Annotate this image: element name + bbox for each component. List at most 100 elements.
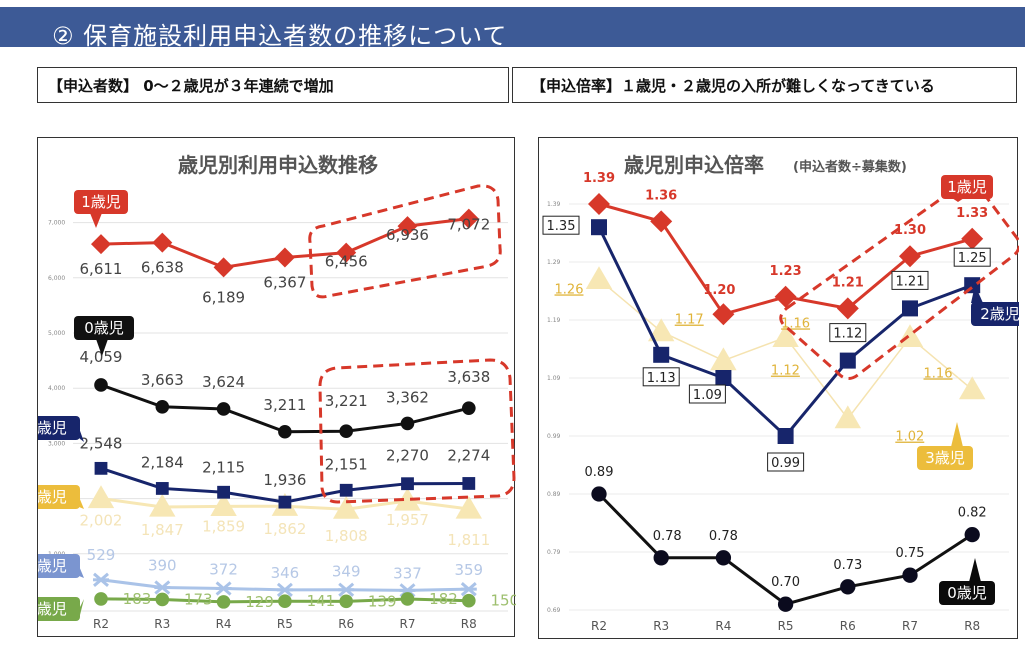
data-point xyxy=(772,324,799,347)
data-point xyxy=(216,402,231,416)
series-tag-2yr: 2歳児 xyxy=(980,305,1019,323)
series-tag-1yr-pointer xyxy=(952,198,964,202)
data-label: 1.21 xyxy=(832,275,864,290)
data-label: 346 xyxy=(271,564,300,582)
data-point xyxy=(155,482,169,495)
data-label: 6,456 xyxy=(325,253,368,271)
y-tick-label: 4,000 xyxy=(48,385,65,392)
ratio-chart: 歳児別申込倍率 (申込者数÷募集数) 0.69 0.79 0.89 0.99 1.09 1.1… xyxy=(542,153,1019,633)
data-point xyxy=(774,285,797,308)
data-label: 141 xyxy=(307,592,336,610)
series-tag-2yr-pointer xyxy=(971,285,983,303)
data-label: 3,663 xyxy=(141,371,184,389)
data-label: 1,808 xyxy=(325,527,368,545)
y-tick-label: 0.99 xyxy=(547,433,561,440)
data-label: 183 xyxy=(123,590,152,608)
data-label: 173 xyxy=(184,590,213,608)
data-label: 1.33 xyxy=(956,206,988,221)
series-tag-4yr: 4歳児 xyxy=(38,557,67,575)
data-label-box xyxy=(953,247,991,267)
x-tick-label: R3 xyxy=(653,619,669,633)
data-point xyxy=(278,594,292,609)
data-label: 349 xyxy=(332,563,361,581)
x-tick-label: R7 xyxy=(400,617,416,631)
applicants-chart: 歳児別利用申込数推移1,0002,0003,0004,0005,0006,000… xyxy=(38,153,516,631)
data-point xyxy=(462,477,476,490)
data-point xyxy=(715,550,732,566)
data-label: 150 xyxy=(490,592,516,610)
y-tick-label: 1.19 xyxy=(547,317,561,324)
y-tick-label: 5,000 xyxy=(48,330,65,337)
data-point xyxy=(462,593,476,608)
data-label: 2,270 xyxy=(386,447,429,465)
series-tag-3yr: 3歳児 xyxy=(38,488,67,506)
chart-subtitle: (申込者数÷募集数) xyxy=(793,159,907,175)
data-label: 359 xyxy=(454,561,483,579)
data-point xyxy=(648,318,675,342)
data-label: 1.39 xyxy=(583,171,615,186)
data-label: 1.17 xyxy=(675,313,704,328)
data-label-box xyxy=(767,452,805,472)
x-tick-label: R2 xyxy=(591,619,607,633)
series-tag-0yr: 0歳児 xyxy=(947,584,987,602)
data-point xyxy=(588,193,610,215)
x-tick-label: R4 xyxy=(216,617,232,631)
data-point xyxy=(836,297,859,320)
ratio-chart-panel: 歳児別申込倍率 (申込者数÷募集数) 0.69 0.79 0.89 0.99 1.09 1.1… xyxy=(538,137,1019,639)
highlight-box-1yr xyxy=(308,184,502,299)
series-tag-0yr-bg xyxy=(74,316,134,340)
x-tick-label: R3 xyxy=(154,617,170,631)
data-label: 1,957 xyxy=(386,511,429,529)
data-point xyxy=(339,483,353,497)
data-label-box xyxy=(891,270,929,290)
data-label: 1,859 xyxy=(202,517,245,535)
x-tick-label: R7 xyxy=(902,619,918,633)
data-label: 0.99 xyxy=(771,456,800,471)
series-tag-2yr-bg xyxy=(38,416,80,440)
data-point xyxy=(964,526,980,543)
data-label: 2,274 xyxy=(447,446,490,464)
data-label: 129 xyxy=(245,593,274,611)
data-point xyxy=(777,596,794,612)
data-label: 2,002 xyxy=(80,511,123,529)
data-label-box xyxy=(542,215,580,235)
data-label: 1.21 xyxy=(896,274,925,289)
data-label: 1.25 xyxy=(958,251,987,266)
data-label-box xyxy=(829,323,867,343)
data-point xyxy=(216,595,231,609)
series-tag-5yr-bg xyxy=(38,597,80,621)
data-label: 1,811 xyxy=(447,531,490,549)
series-tag-1yr-bg xyxy=(74,190,128,214)
series-tag-2yr-bg xyxy=(971,302,1019,326)
data-point xyxy=(154,580,171,595)
data-point xyxy=(339,594,354,609)
data-point xyxy=(650,210,673,233)
data-label: 1.16 xyxy=(781,316,810,331)
data-label: 0.70 xyxy=(771,575,800,590)
series-tag-5yr-pointer xyxy=(79,599,84,619)
x-tick-label: R5 xyxy=(277,617,293,631)
data-label: 0.89 xyxy=(585,465,614,480)
data-point xyxy=(710,347,737,371)
series-tag-5yr: 5歳児 xyxy=(38,600,67,618)
data-point xyxy=(462,401,476,415)
y-tick-label: 0.89 xyxy=(547,491,561,498)
data-point xyxy=(959,376,986,400)
data-point xyxy=(899,245,921,268)
data-label: 1.26 xyxy=(555,282,584,297)
data-point xyxy=(902,567,918,583)
data-label: 1,936 xyxy=(263,471,306,489)
series-tag-1yr-pointer xyxy=(90,213,102,228)
data-label: 1,847 xyxy=(141,521,184,539)
series-tag-2yr: 2歳児 xyxy=(38,419,67,437)
data-label: 6,189 xyxy=(202,288,245,306)
data-label: 372 xyxy=(209,560,238,578)
data-point xyxy=(278,424,292,439)
y-tick-label: 7,000 xyxy=(48,220,65,227)
x-tick-label: R5 xyxy=(778,619,794,633)
data-point xyxy=(152,232,173,253)
data-label: 1.36 xyxy=(645,188,677,203)
x-tick-label: R2 xyxy=(93,617,109,631)
data-label: 1.02 xyxy=(895,430,924,445)
data-label: 529 xyxy=(87,546,116,564)
